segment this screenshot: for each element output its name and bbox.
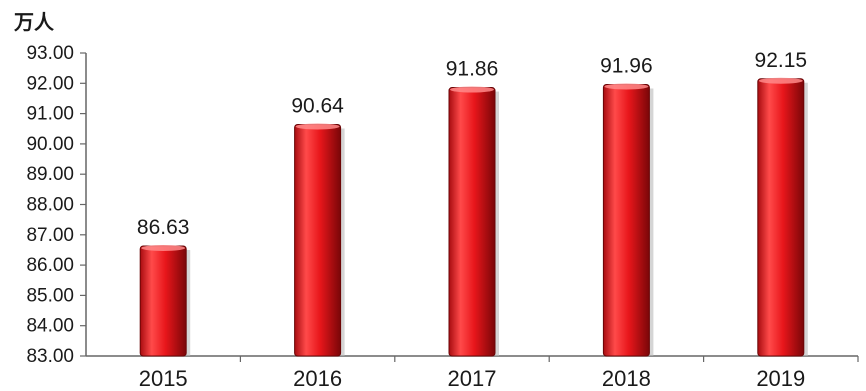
value-label: 91.96 xyxy=(600,55,653,78)
bar-2015 xyxy=(139,245,187,357)
y-tick-label: 93.00 xyxy=(26,43,74,64)
value-label: 90.64 xyxy=(291,95,344,118)
y-tick-label: 84.00 xyxy=(26,316,74,337)
x-axis-ticks: 2015 2016 2017 2018 2019 xyxy=(139,356,859,391)
y-tick-label: 88.00 xyxy=(26,195,74,216)
bar-top-highlight xyxy=(450,86,494,93)
y-tick-label: 91.00 xyxy=(26,104,74,125)
value-label: 92.15 xyxy=(755,49,808,72)
y-tick-label: 86.00 xyxy=(26,255,74,276)
value-label: 91.86 xyxy=(446,58,499,81)
x-tick-label: 2016 xyxy=(293,366,342,391)
y-tick-label: 83.00 xyxy=(26,346,74,367)
value-label: 86.63 xyxy=(137,216,190,239)
x-tick-label: 2019 xyxy=(756,366,805,391)
bar-top-highlight xyxy=(295,123,340,130)
y-tick-label: 92.00 xyxy=(26,73,74,94)
x-tick-label: 2015 xyxy=(139,366,188,391)
y-tick-label: 85.00 xyxy=(26,285,74,306)
y-tick-label: 87.00 xyxy=(26,225,74,246)
bar-2019 xyxy=(757,78,805,357)
bar-top-highlight xyxy=(604,83,649,90)
bars xyxy=(139,77,808,357)
y-tick-label: 89.00 xyxy=(26,164,74,185)
y-axis-unit-label: 万人 xyxy=(13,10,55,34)
bar-top-highlight xyxy=(758,77,803,84)
x-tick-label: 2017 xyxy=(448,366,497,391)
bar-top-highlight xyxy=(141,245,186,252)
bar-2017 xyxy=(448,87,496,357)
y-axis-ticks: 83.00 84.00 85.00 86.00 87.00 88.00 89.00 90.00… xyxy=(26,43,86,367)
bar-2016 xyxy=(294,124,342,357)
value-labels: 86.63 90.64 91.86 91.96 92.15 xyxy=(137,49,807,239)
y-tick-label: 90.00 xyxy=(26,134,74,155)
x-tick-label: 2018 xyxy=(602,366,651,391)
bar-2018 xyxy=(602,84,650,357)
